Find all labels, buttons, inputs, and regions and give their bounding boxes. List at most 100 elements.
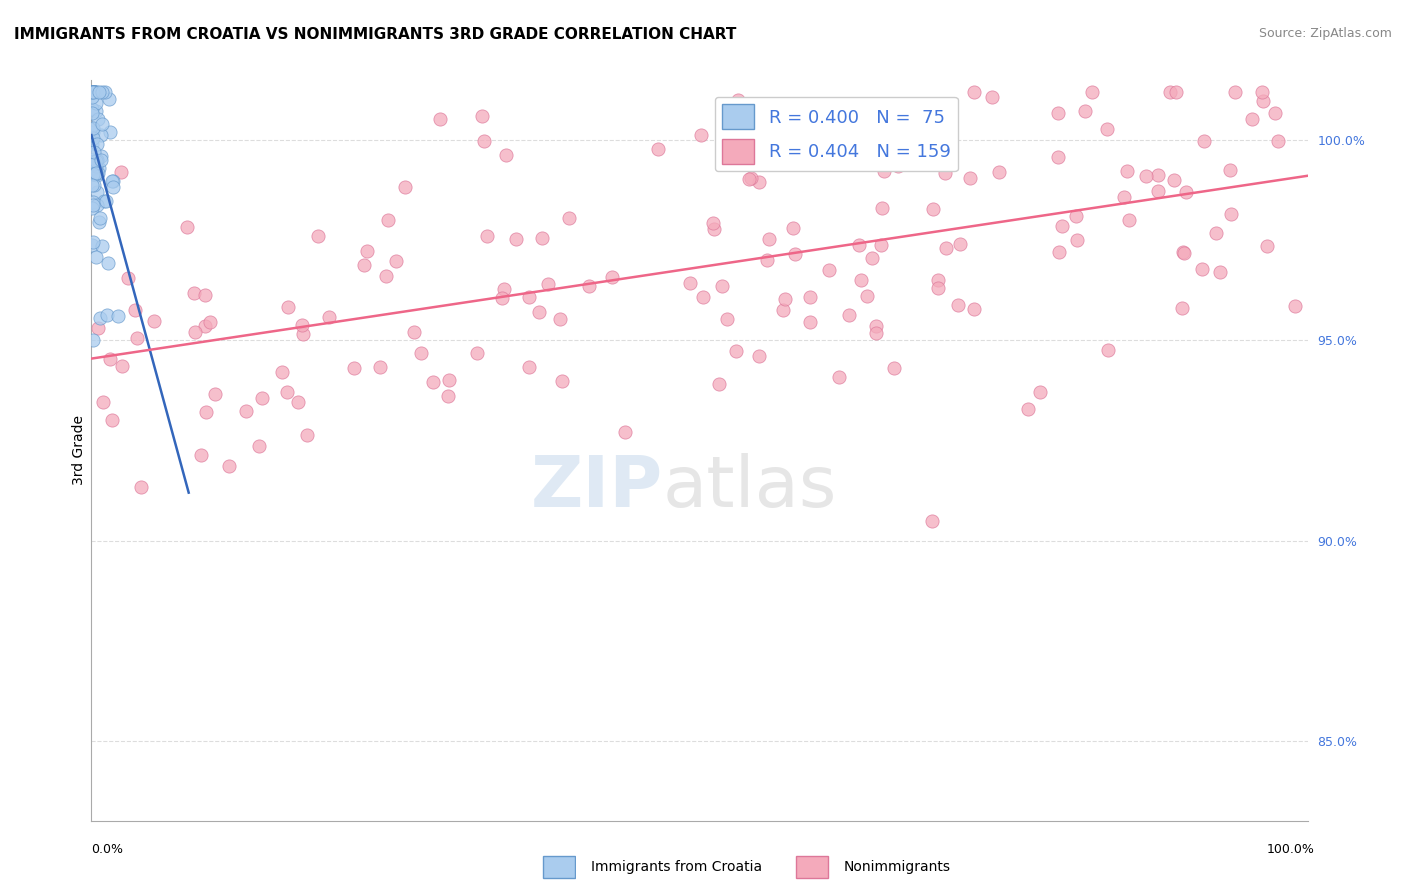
Point bbox=[374, 269, 396, 284]
Point bbox=[949, 237, 972, 252]
Point bbox=[988, 165, 1011, 179]
Point bbox=[1135, 169, 1157, 183]
Point bbox=[963, 85, 986, 99]
Point bbox=[307, 228, 329, 243]
Point bbox=[84, 250, 107, 264]
Text: 0.0%: 0.0% bbox=[91, 843, 124, 856]
Point bbox=[927, 281, 949, 295]
Point bbox=[87, 166, 110, 180]
Point bbox=[295, 428, 318, 442]
Point bbox=[934, 166, 956, 180]
Point bbox=[94, 194, 117, 209]
Point bbox=[82, 121, 104, 136]
Point bbox=[82, 161, 104, 176]
Point bbox=[709, 376, 731, 391]
Point bbox=[110, 165, 132, 179]
Point bbox=[422, 375, 444, 389]
Point bbox=[614, 425, 637, 440]
Point bbox=[1147, 168, 1170, 182]
Point bbox=[731, 134, 754, 148]
Point bbox=[1240, 112, 1263, 126]
Legend: R = 0.400   N =  75, R = 0.404   N = 159: R = 0.400 N = 75, R = 0.404 N = 159 bbox=[714, 96, 957, 171]
Point bbox=[270, 365, 292, 379]
Point bbox=[117, 271, 139, 285]
Point bbox=[82, 152, 104, 166]
Point bbox=[86, 321, 108, 335]
Point bbox=[981, 90, 1004, 104]
Point bbox=[647, 142, 669, 156]
Point bbox=[1253, 94, 1275, 108]
Point bbox=[194, 319, 217, 334]
Point bbox=[519, 359, 541, 374]
Point bbox=[394, 180, 416, 194]
Point bbox=[1097, 343, 1119, 358]
Point bbox=[887, 159, 910, 173]
Point bbox=[276, 385, 298, 400]
Point bbox=[194, 288, 217, 302]
Point bbox=[82, 120, 104, 135]
Point bbox=[437, 389, 460, 403]
Point bbox=[98, 351, 121, 366]
Point bbox=[84, 104, 107, 119]
Point bbox=[80, 85, 103, 99]
Point bbox=[1256, 239, 1278, 253]
Point bbox=[1114, 190, 1136, 204]
Point bbox=[1284, 299, 1306, 313]
Point bbox=[1047, 245, 1070, 260]
Point bbox=[1264, 105, 1286, 120]
Point bbox=[880, 122, 903, 136]
Point bbox=[198, 316, 221, 330]
Point bbox=[82, 125, 104, 139]
Text: 100.0%: 100.0% bbox=[1267, 843, 1315, 856]
Point bbox=[89, 310, 111, 325]
Point bbox=[82, 89, 104, 103]
Point bbox=[1171, 301, 1194, 315]
Point bbox=[727, 93, 749, 107]
Point bbox=[80, 128, 103, 143]
Point bbox=[82, 85, 104, 99]
Point bbox=[80, 85, 103, 99]
Text: Immigrants from Croatia: Immigrants from Croatia bbox=[591, 860, 762, 874]
Point bbox=[98, 125, 121, 139]
Point bbox=[851, 273, 873, 287]
Text: IMMIGRANTS FROM CROATIA VS NONIMMIGRANTS 3RD GRADE CORRELATION CHART: IMMIGRANTS FROM CROATIA VS NONIMMIGRANTS… bbox=[14, 27, 737, 42]
Point bbox=[1118, 212, 1140, 227]
Point bbox=[873, 164, 896, 178]
Point bbox=[292, 327, 315, 342]
Point bbox=[495, 148, 517, 162]
Point bbox=[758, 232, 780, 246]
Point bbox=[551, 374, 574, 388]
Point bbox=[124, 303, 146, 318]
Point bbox=[1166, 85, 1188, 99]
Point bbox=[690, 128, 713, 143]
Point bbox=[83, 85, 105, 99]
Point bbox=[716, 312, 738, 326]
Point bbox=[1191, 261, 1213, 276]
Point bbox=[921, 202, 943, 216]
Point bbox=[946, 298, 969, 312]
Point bbox=[80, 178, 103, 192]
Point bbox=[82, 85, 104, 99]
Point bbox=[97, 256, 120, 270]
Point bbox=[176, 220, 198, 235]
Point bbox=[250, 392, 273, 406]
Point bbox=[470, 109, 492, 123]
Point bbox=[818, 262, 841, 277]
Point bbox=[204, 387, 226, 401]
Point bbox=[1205, 226, 1227, 240]
Point bbox=[82, 85, 104, 99]
Point bbox=[287, 395, 309, 409]
Point bbox=[82, 167, 104, 181]
Point bbox=[277, 300, 299, 314]
Point bbox=[82, 238, 104, 252]
Point bbox=[291, 318, 314, 332]
Point bbox=[83, 85, 105, 99]
Point bbox=[100, 413, 122, 427]
Point bbox=[491, 292, 513, 306]
Point bbox=[353, 258, 375, 272]
Text: Nonimmigrants: Nonimmigrants bbox=[844, 860, 950, 874]
Point bbox=[782, 221, 804, 235]
Bar bbox=[543, 856, 575, 878]
Point bbox=[82, 235, 104, 249]
Point bbox=[90, 85, 112, 99]
